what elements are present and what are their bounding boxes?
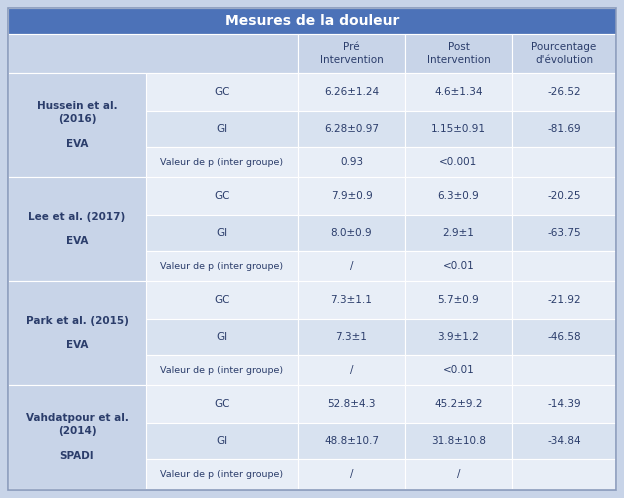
Bar [298,251,405,281]
Bar [512,215,616,251]
Text: -34.84: -34.84 [547,436,581,446]
Bar [146,355,298,385]
Bar [512,73,616,111]
Text: Valeur de p (inter groupe): Valeur de p (inter groupe) [160,366,283,374]
Text: Park et al. (2015)

EVA: Park et al. (2015) EVA [26,316,129,351]
Bar [298,319,405,355]
Bar [512,147,616,177]
Text: -14.39: -14.39 [547,399,581,409]
Bar [405,459,512,489]
Bar [298,459,405,489]
Bar [512,355,616,385]
Text: 0.93: 0.93 [340,157,363,167]
Text: 48.8±10.7: 48.8±10.7 [324,436,379,446]
Bar [298,215,405,251]
Text: 4.6±1.34: 4.6±1.34 [434,87,483,97]
Bar [146,281,298,319]
Bar [146,111,298,147]
Text: <0.001: <0.001 [439,157,477,167]
Bar [512,423,616,459]
Text: <0.01: <0.01 [442,261,474,271]
Text: Lee et al. (2017)

EVA: Lee et al. (2017) EVA [28,212,125,247]
Bar [405,319,512,355]
Bar [146,385,298,423]
Text: 6.28±0.97: 6.28±0.97 [324,124,379,134]
Bar [8,73,146,177]
Bar [146,147,298,177]
Bar [298,355,405,385]
Text: 31.8±10.8: 31.8±10.8 [431,436,486,446]
Bar [298,34,405,73]
Text: Valeur de p (inter groupe): Valeur de p (inter groupe) [160,470,283,479]
Text: GC: GC [214,295,230,305]
Bar [298,73,405,111]
Text: Valeur de p (inter groupe): Valeur de p (inter groupe) [160,261,283,270]
Text: 6.26±1.24: 6.26±1.24 [324,87,379,97]
Text: GI: GI [217,124,228,134]
Text: -26.52: -26.52 [547,87,581,97]
Bar [146,423,298,459]
Bar [405,215,512,251]
Bar [405,177,512,215]
Bar [405,385,512,423]
Text: 8.0±0.9: 8.0±0.9 [331,228,373,238]
Text: -81.69: -81.69 [547,124,581,134]
Bar [146,459,298,489]
Bar [512,251,616,281]
Bar [512,385,616,423]
Text: /: / [349,365,353,375]
Text: -63.75: -63.75 [547,228,581,238]
Bar [8,34,298,73]
Text: Pré
Intervention: Pré Intervention [319,42,383,65]
Bar [298,111,405,147]
Bar [512,34,616,73]
Bar [405,73,512,111]
Text: GC: GC [214,87,230,97]
Text: Pourcentage
d'évolution: Pourcentage d'évolution [532,42,597,65]
Bar [512,319,616,355]
Text: -21.92: -21.92 [547,295,581,305]
Text: <0.01: <0.01 [442,365,474,375]
Text: 7.3±1.1: 7.3±1.1 [331,295,373,305]
Text: /: / [349,261,353,271]
Bar [405,423,512,459]
Bar [512,459,616,489]
Bar [146,251,298,281]
Text: 1.15±0.91: 1.15±0.91 [431,124,486,134]
Text: 6.3±0.9: 6.3±0.9 [437,191,479,201]
Text: GC: GC [214,399,230,409]
Bar [405,34,512,73]
Text: 7.9±0.9: 7.9±0.9 [331,191,373,201]
Text: /: / [457,469,461,479]
Bar [298,147,405,177]
Bar [8,177,146,281]
Text: GI: GI [217,436,228,446]
Bar [298,385,405,423]
Bar [146,73,298,111]
Text: 5.7±0.9: 5.7±0.9 [437,295,479,305]
Bar [8,281,146,385]
Text: 7.3±1: 7.3±1 [336,332,368,342]
Text: GC: GC [214,191,230,201]
Bar [405,111,512,147]
Text: 3.9±1.2: 3.9±1.2 [437,332,479,342]
Bar [512,281,616,319]
Bar [512,111,616,147]
Bar [298,423,405,459]
Bar [146,319,298,355]
Text: 45.2±9.2: 45.2±9.2 [434,399,483,409]
Text: -20.25: -20.25 [547,191,581,201]
Bar [8,385,146,489]
Text: 2.9±1: 2.9±1 [442,228,474,238]
Bar [298,281,405,319]
Bar [512,177,616,215]
Text: GI: GI [217,332,228,342]
Bar [298,177,405,215]
Bar [146,177,298,215]
Text: Mesures de la douleur: Mesures de la douleur [225,14,399,28]
Bar [405,251,512,281]
Text: Post
Intervention: Post Intervention [427,42,490,65]
Bar [405,355,512,385]
Bar [405,147,512,177]
Bar [8,8,616,34]
